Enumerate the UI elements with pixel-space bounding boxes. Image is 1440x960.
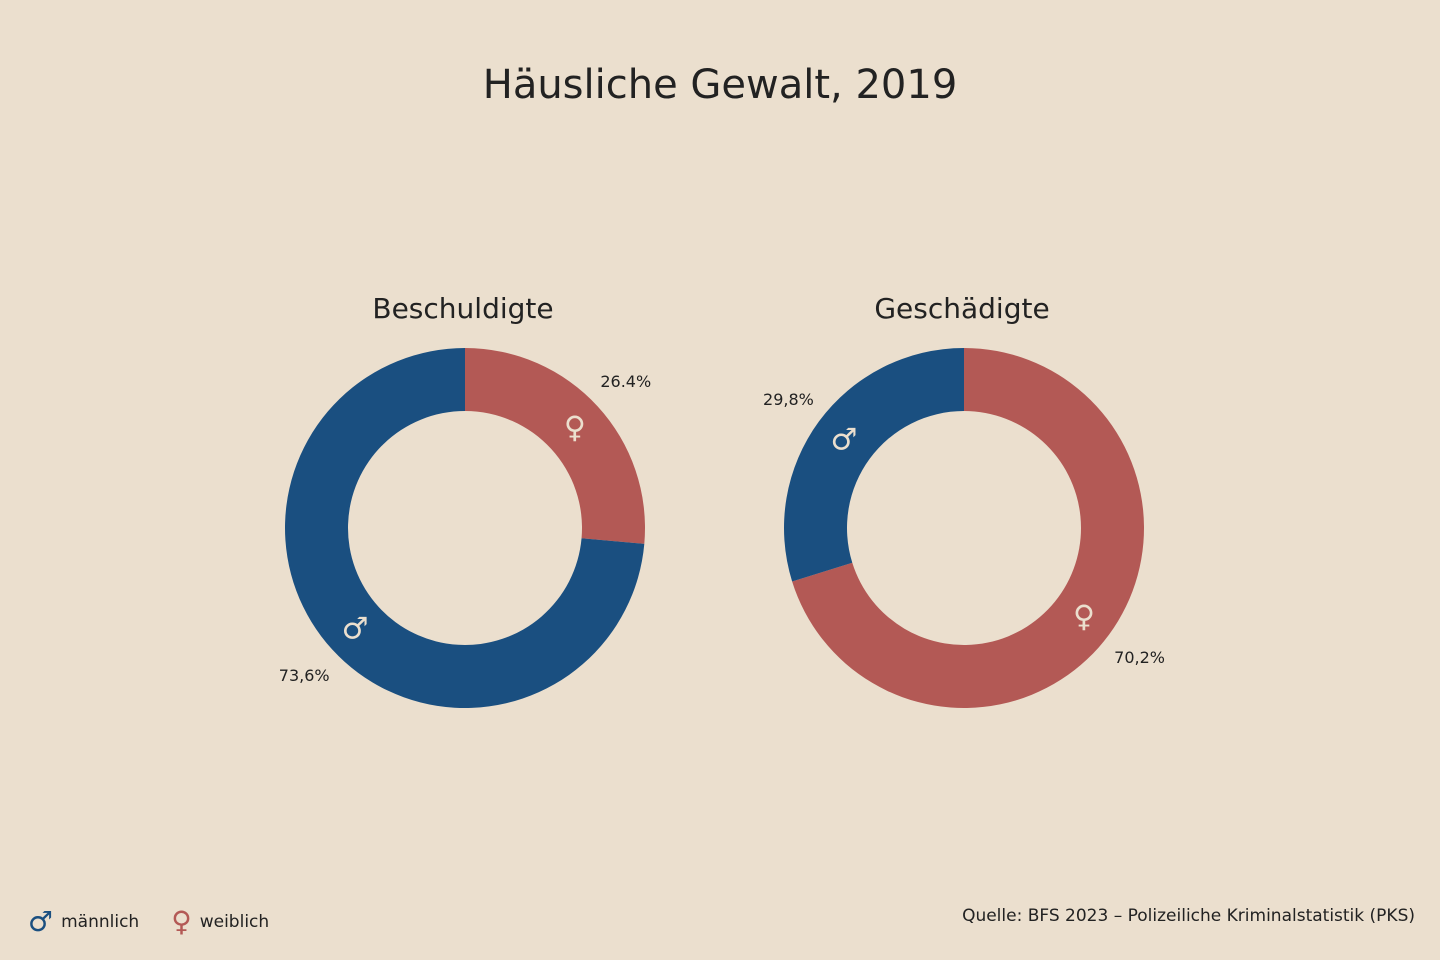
donut-slice-male <box>784 348 964 582</box>
donut-slice-female <box>792 348 1144 708</box>
legend-label: männlich <box>61 912 140 932</box>
legend-label: weiblich <box>199 912 270 932</box>
donut-title: Geschädigte <box>874 292 1049 325</box>
data-label: 29,8% <box>763 390 814 409</box>
data-label: 73,6% <box>279 666 330 685</box>
female-symbol-icon: ♀ <box>1073 599 1095 634</box>
legend-item-female: ♀ weiblich <box>171 908 269 936</box>
chart-title: Häusliche Gewalt, 2019 <box>482 62 958 108</box>
female-symbol-icon: ♀ <box>171 905 192 938</box>
donut-slice-female <box>465 348 646 544</box>
legend: ♂ männlich ♀ weiblich <box>28 908 301 936</box>
female-symbol-icon: ♀ <box>564 410 586 445</box>
donut-title: Beschuldigte <box>372 292 553 325</box>
data-label: 26.4% <box>600 372 651 391</box>
data-label: 70,2% <box>1114 648 1165 667</box>
male-symbol-icon: ♂ <box>342 612 369 647</box>
source-note: Quelle: BFS 2023 – Polizeiliche Kriminal… <box>962 906 1415 926</box>
male-symbol-icon: ♂ <box>28 905 54 938</box>
donut-slice-male <box>285 348 645 708</box>
male-symbol-icon: ♂ <box>831 423 858 458</box>
legend-item-male: ♂ männlich <box>28 908 139 936</box>
